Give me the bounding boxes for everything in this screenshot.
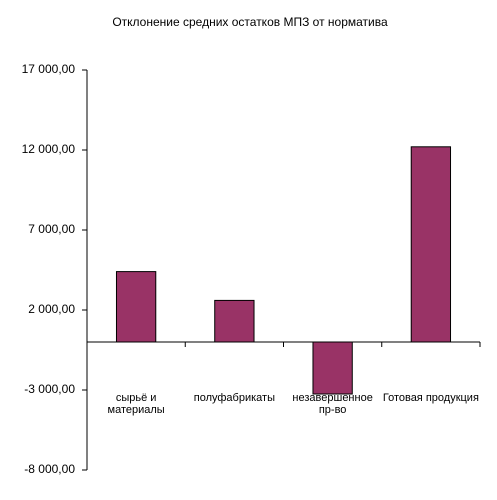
x-tick-label: полуфабрикаты [193, 392, 275, 404]
y-tick-label: -3 000,00 [24, 382, 75, 396]
y-tick-label: 2 000,00 [28, 302, 75, 316]
y-tick-label: 7 000,00 [28, 222, 75, 236]
y-tick-label: 17 000,00 [22, 62, 76, 76]
bar [115, 271, 157, 343]
x-tick-label: сырьё и материалы [107, 392, 165, 416]
bar [312, 341, 353, 395]
y-tick-label: 12 000,00 [22, 142, 76, 156]
y-tick-label: -8 000,00 [24, 462, 75, 476]
bar [410, 146, 452, 343]
x-tick-label: незавершенное пр-во [292, 392, 373, 416]
chart-title: Отклонение средних остатков МПЗ от норма… [112, 15, 388, 29]
x-tick-label: Готовая продукция [382, 392, 479, 404]
bar [214, 299, 255, 343]
